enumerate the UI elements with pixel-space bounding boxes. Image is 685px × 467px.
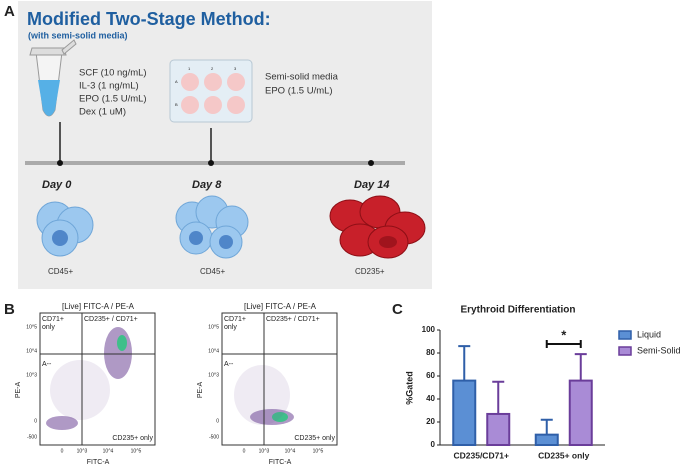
gate-label: CD235+ only [112,435,153,442]
y-tick-label: 10^4 [208,348,219,354]
bar [452,379,477,447]
bar [568,379,593,447]
y-tick-label: 0 [34,418,37,424]
x-label: FITC-A [269,459,292,466]
y-tick-label: 0 [431,440,436,449]
bar [534,433,559,446]
plate-col: 2 [211,66,214,71]
gate-label: CD235+ only [294,435,335,442]
gate-label: CD71+ [224,316,246,323]
panel-label: B [4,301,15,318]
gate-label: CD235+ / CD71+ [266,316,320,323]
marker: CD45+ [48,267,73,276]
y-tick-label: 40 [426,394,435,403]
plot-title: [Live] FITC-A / PE-A [62,302,135,311]
x-tick-label: 10^3 [77,448,88,454]
plate-row: A [175,79,178,84]
density [104,327,132,379]
marker: CD235+ [355,267,385,276]
plot-title: [Live] FITC-A / PE-A [244,302,317,311]
y-label: PE-A [15,382,22,399]
panel-label: C [392,301,403,318]
density [272,412,288,422]
density [46,416,78,430]
cells-day14 [329,195,426,259]
y-tick-label: -500 [209,434,219,440]
error-bar [540,418,553,435]
timepoint [57,160,63,166]
error-bar [458,345,471,381]
x-tick-label: 0 [243,448,246,454]
plate [169,59,253,123]
y-tick-label: 60 [426,371,435,380]
x-tick-label: 10^4 [285,448,296,454]
bar [486,412,511,447]
chart-title: Erythroid Differentiation [460,305,575,316]
subtitle: (with semi-solid media) [28,30,128,40]
gate-label: A-- [42,361,52,368]
media: EPO (1.5 U/mL) [79,94,147,105]
day: Day 14 [354,179,389,191]
plate-col: 3 [234,66,237,71]
x-tick-label: 10^5 [131,448,142,454]
media: SCF (10 ng/mL) [79,68,147,79]
y-tick-label: 80 [426,348,435,357]
media: Dex (1 uM) [79,107,126,118]
media: Semi-solid media [265,72,339,83]
cells-day0 [36,201,94,257]
timepoint [208,160,214,166]
legend-swatch [618,330,632,340]
x-tick-label: CD235+ only [538,450,590,460]
plate-col: 1 [188,66,191,71]
x-tick-label: CD235/CD71+ [453,450,509,460]
day: Day 0 [42,179,72,191]
y-tick-label: 10^5 [26,324,37,330]
legend-label: Liquid [637,329,661,339]
gate-label: CD235+ / CD71+ [84,316,138,323]
x-tick-label: 10^4 [103,448,114,454]
y-label: PE-A [197,382,204,399]
legend-swatch [618,346,632,356]
media: EPO (1.5 U/mL) [265,86,333,97]
error-bar [492,380,505,414]
significance: * [561,327,567,342]
y-tick-label: 10^3 [208,372,219,378]
significance-bar [545,340,582,348]
tube [29,39,77,117]
x-tick-label: 10^3 [259,448,270,454]
y-tick-label: 100 [422,325,436,334]
y-tick-label: -500 [27,434,37,440]
error-bar [574,353,587,381]
title: Modified Two-Stage Method: [27,9,271,29]
y-tick-label: 10^5 [208,324,219,330]
day: Day 8 [192,179,222,191]
x-tick-label: 10^5 [313,448,324,454]
y-tick-label: 20 [426,417,435,426]
y-tick-label: 10^4 [26,348,37,354]
marker: CD45+ [200,267,225,276]
gate-label: A-- [224,361,234,368]
media: IL-3 (1 ng/mL) [79,81,139,92]
x-label: FITC-A [87,459,110,466]
density [117,335,127,351]
y-tick-label: 0 [216,418,219,424]
cells-day8 [175,195,249,259]
density [234,365,290,425]
x-tick-label: 0 [61,448,64,454]
y-label: %Gated [404,371,414,405]
y-tick-label: 10^3 [26,372,37,378]
density [50,360,110,420]
gate-label: only [42,324,55,331]
legend-label: Semi-Solid [637,345,681,355]
gate-label: only [224,324,237,331]
gate-label: CD71+ [42,316,64,323]
plate-row: B [175,102,178,107]
timepoint [368,160,374,166]
panel-label: A [4,3,15,20]
